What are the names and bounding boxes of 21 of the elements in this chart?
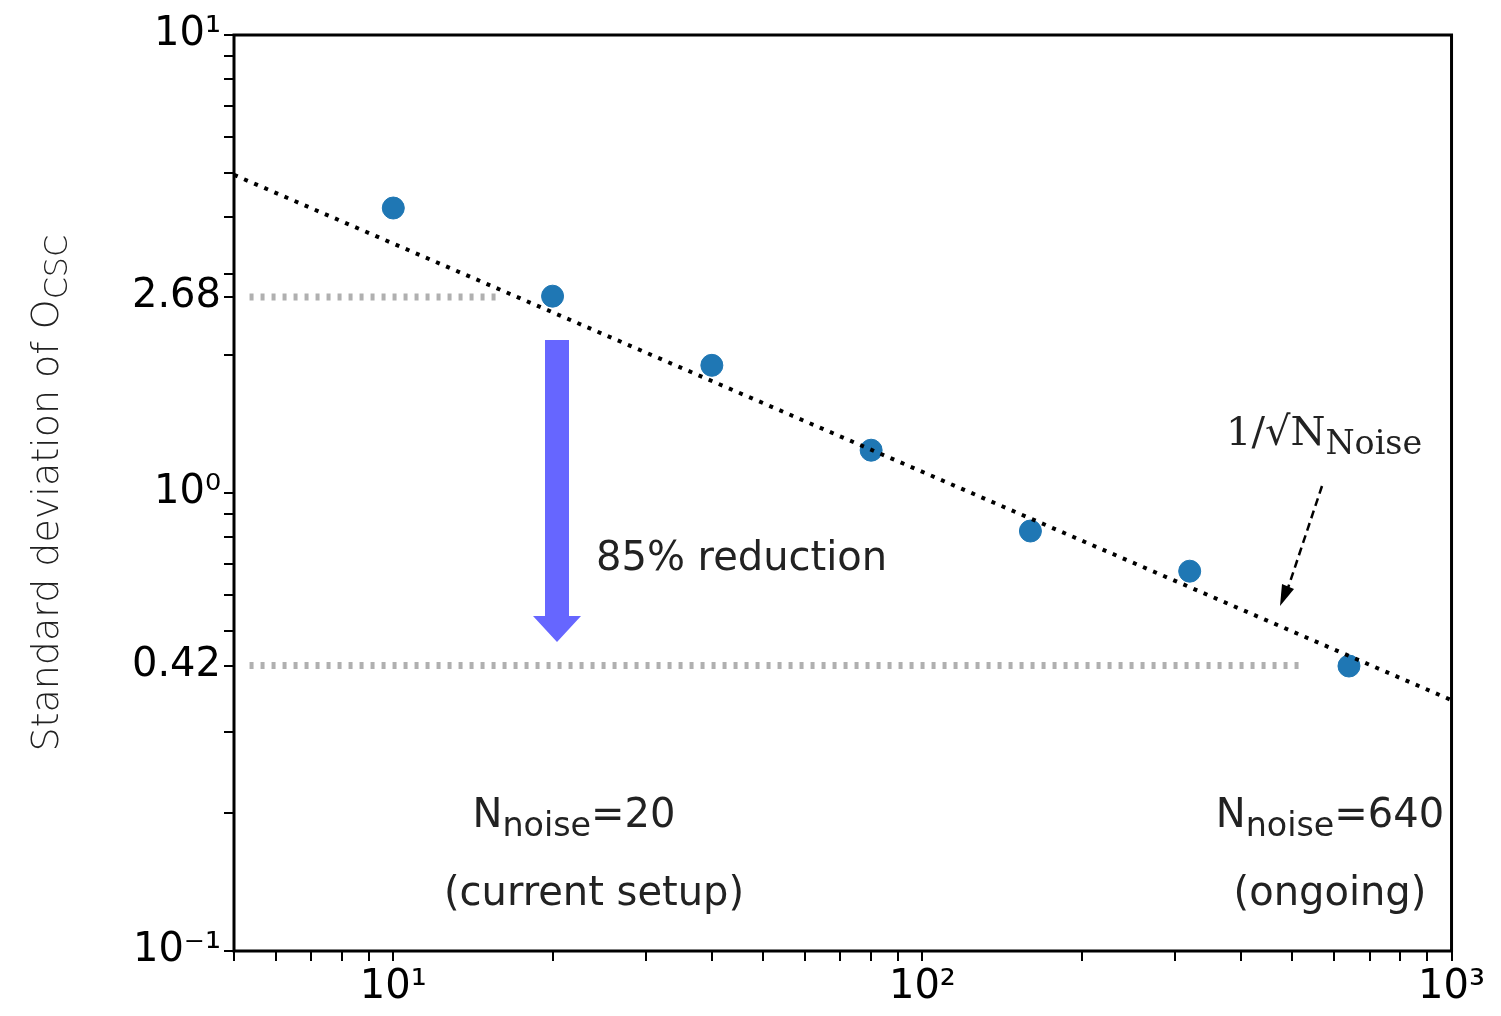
y-tick-label: 10⁻¹ — [132, 924, 221, 971]
point — [1018, 519, 1042, 543]
annotation: 85% reduction — [596, 533, 888, 579]
y-tick-label: 0.42 — [131, 638, 221, 685]
x-tick-label: 10² — [888, 961, 956, 1008]
x-tick-label: 10¹ — [359, 961, 427, 1008]
annotation: N$_{noise}$=20 — [472, 790, 676, 844]
point — [1178, 559, 1202, 583]
x-tick-label: 10³ — [1418, 961, 1485, 1008]
annotation: 1/√N$_{Noise}$ — [1226, 408, 1423, 462]
annotation: (current setup) — [444, 868, 745, 914]
point — [541, 284, 565, 308]
y-tick-label: 2.68 — [131, 270, 221, 317]
point — [859, 438, 883, 462]
point — [700, 353, 724, 377]
y-tick-label: 10¹ — [154, 8, 221, 55]
point — [381, 196, 405, 220]
annotation: (ongoing) — [1233, 868, 1427, 914]
point — [1337, 654, 1361, 678]
y-tick-label: 10⁰ — [154, 466, 221, 513]
annotation: N$_{noise}$=640 — [1215, 790, 1445, 844]
